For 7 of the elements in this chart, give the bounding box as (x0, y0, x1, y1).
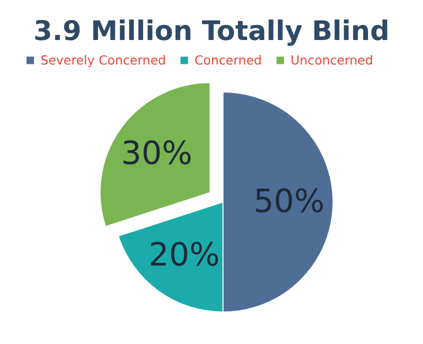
data-label: 30% (121, 134, 192, 172)
legend-label: Severely Concerned (40, 52, 166, 68)
legend-label: Concerned (194, 52, 262, 68)
data-label: 20% (148, 235, 220, 274)
data-label: 50% (253, 182, 325, 220)
chart-title: 3.9 Million Totally Blind (34, 16, 390, 47)
legend-label: Unconcerned (290, 52, 374, 68)
